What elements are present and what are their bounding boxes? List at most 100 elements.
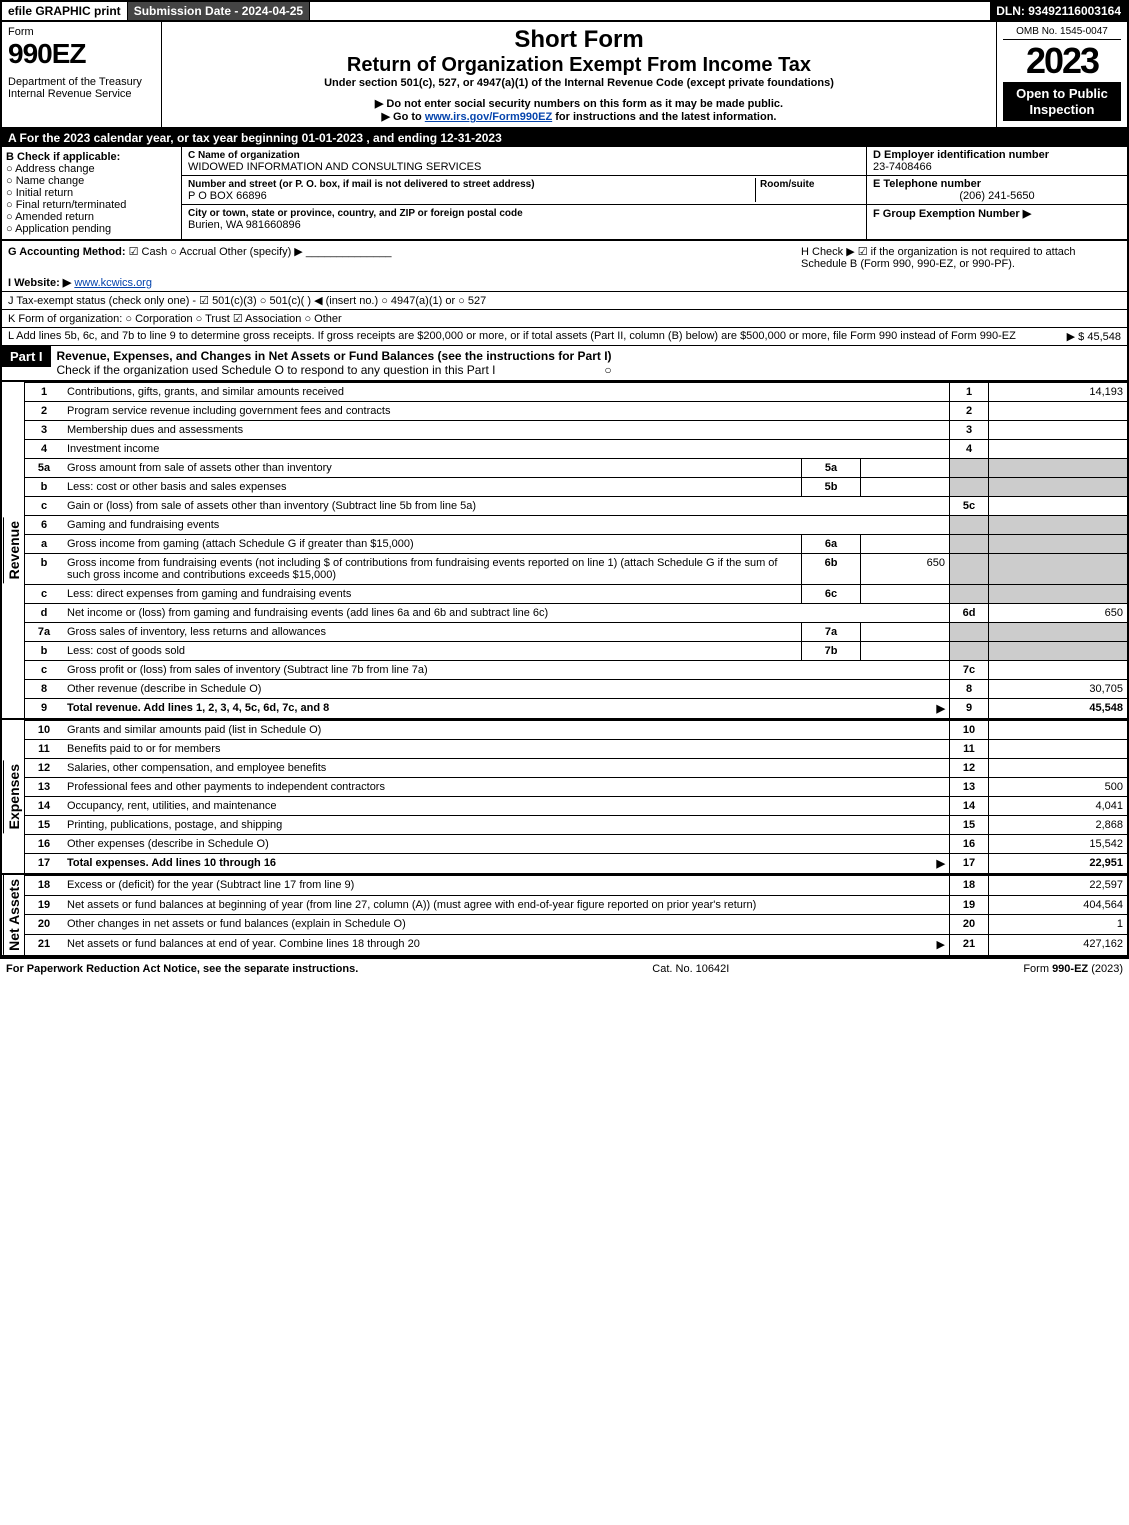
line-number: 13 [25, 778, 64, 797]
line-ref: 20 [950, 915, 989, 935]
line-ref: 11 [950, 740, 989, 759]
department: Department of the Treasury Internal Reve… [8, 76, 155, 100]
sub-value [861, 623, 950, 642]
line-row: 8Other revenue (describe in Schedule O)8… [25, 680, 1129, 699]
box-bcdef: B Check if applicable: Address change Na… [0, 147, 1129, 241]
line-amount [989, 402, 1129, 421]
line-row: 5aGross amount from sale of assets other… [25, 459, 1129, 478]
line-number: 19 [25, 895, 64, 915]
line-number: 3 [25, 421, 64, 440]
line-ref: 19 [950, 895, 989, 915]
sub-value [861, 585, 950, 604]
cb-accrual[interactable]: Accrual [170, 246, 216, 258]
cb-cash[interactable]: Cash [129, 246, 168, 258]
goto-link[interactable]: www.irs.gov/Form990EZ [425, 111, 552, 123]
line-row: 20Other changes in net assets or fund ba… [25, 915, 1129, 935]
part1-check-box[interactable]: ○ [604, 363, 611, 377]
line-amount: 427,162 [989, 935, 1129, 955]
line-number: 1 [25, 383, 64, 402]
header-right: OMB No. 1545-0047 2023 Open to Public In… [997, 22, 1127, 127]
line-row: 7aGross sales of inventory, less returns… [25, 623, 1129, 642]
line-amount: 404,564 [989, 895, 1129, 915]
sub-value: 650 [861, 554, 950, 585]
c-name-label: C Name of organization [188, 150, 300, 161]
line-desc: Gain or (loss) from sale of assets other… [63, 497, 950, 516]
efile-label: efile GRAPHIC print [2, 2, 128, 20]
line-amount: 1 [989, 915, 1129, 935]
cb-address-change[interactable]: Address change [6, 163, 177, 175]
line-row: cLess: direct expenses from gaming and f… [25, 585, 1129, 604]
g-label: G Accounting Method: [8, 246, 126, 258]
cb-amended[interactable]: Amended return [6, 211, 177, 223]
amount-shade [989, 535, 1129, 554]
footer: For Paperwork Reduction Act Notice, see … [0, 957, 1129, 979]
section-k: K Form of organization: ○ Corporation ○ … [0, 310, 1129, 328]
line-ref: 6d [950, 604, 989, 623]
cb-name-change[interactable]: Name change [6, 175, 177, 187]
line-ref-shade [950, 535, 989, 554]
omb-number: OMB No. 1545-0047 [1003, 26, 1121, 40]
line-ref-shade [950, 623, 989, 642]
line-amount [989, 759, 1129, 778]
line-number: c [25, 585, 64, 604]
line-amount: 45,548 [989, 699, 1129, 719]
line-number: 20 [25, 915, 64, 935]
cb-initial-return[interactable]: Initial return [6, 187, 177, 199]
l-amount: ▶ $ 45,548 [1057, 330, 1121, 343]
line-number: c [25, 661, 64, 680]
line-row: 12Salaries, other compensation, and empl… [25, 759, 1129, 778]
website-link[interactable]: www.kcwics.org [74, 277, 152, 289]
accounting-method: G Accounting Method: Cash Accrual Other … [8, 245, 391, 270]
sub-label: 5a [802, 459, 861, 478]
line-ref: 14 [950, 797, 989, 816]
line-amount: 4,041 [989, 797, 1129, 816]
line-desc: Less: cost of goods sold [63, 642, 802, 661]
line-number: 11 [25, 740, 64, 759]
c-city-label: City or town, state or province, country… [188, 208, 523, 219]
line-ref: 21 [950, 935, 989, 955]
ein: 23-7408466 [873, 161, 1121, 173]
revenue-table: 1Contributions, gifts, grants, and simil… [24, 382, 1129, 718]
line-number: 12 [25, 759, 64, 778]
line-row: cGain or (loss) from sale of assets othe… [25, 497, 1129, 516]
line-ref: 1 [950, 383, 989, 402]
line-row: 13Professional fees and other payments t… [25, 778, 1129, 797]
amount-shade [989, 642, 1129, 661]
line-row: 9Total revenue. Add lines 1, 2, 3, 4, 5c… [25, 699, 1129, 719]
line-ref: 13 [950, 778, 989, 797]
line-row: cGross profit or (loss) from sales of in… [25, 661, 1129, 680]
line-ref-shade [950, 585, 989, 604]
line-number: 9 [25, 699, 64, 719]
line-amount [989, 721, 1129, 740]
goto-link-text: ▶ Go to www.irs.gov/Form990EZ for instru… [168, 110, 990, 123]
line-ref: 10 [950, 721, 989, 740]
line-desc: Grants and similar amounts paid (list in… [63, 721, 950, 740]
room-label: Room/suite [760, 179, 814, 190]
line-desc: Gaming and fundraising events [63, 516, 950, 535]
line-row: 2Program service revenue including gover… [25, 402, 1129, 421]
form-number: 990EZ [8, 38, 155, 70]
line-number: 18 [25, 876, 64, 896]
line-ref: 17 [950, 854, 989, 874]
cb-final-return[interactable]: Final return/terminated [6, 199, 177, 211]
org-name: WIDOWED INFORMATION AND CONSULTING SERVI… [188, 161, 481, 173]
sub-label: 6a [802, 535, 861, 554]
form-title: Return of Organization Exempt From Incom… [168, 54, 990, 77]
line-row: bLess: cost or other basis and sales exp… [25, 478, 1129, 497]
line-amount: 500 [989, 778, 1129, 797]
line-amount: 2,868 [989, 816, 1129, 835]
line-row: 4Investment income4 [25, 440, 1129, 459]
line-row: 6Gaming and fundraising events [25, 516, 1129, 535]
line-amount: 30,705 [989, 680, 1129, 699]
line-number: 7a [25, 623, 64, 642]
line-desc: Net assets or fund balances at end of ye… [63, 935, 950, 955]
line-row: aGross income from gaming (attach Schedu… [25, 535, 1129, 554]
section-h: H Check ▶ ☑ if the organization is not r… [801, 245, 1121, 270]
f-label: F Group Exemption Number ▶ [873, 208, 1031, 220]
line-number: b [25, 642, 64, 661]
line-number: b [25, 554, 64, 585]
cb-pending[interactable]: Application pending [6, 223, 177, 235]
b-title: B Check if applicable: [6, 151, 177, 163]
line-amount: 15,542 [989, 835, 1129, 854]
section-gh: G Accounting Method: Cash Accrual Other … [0, 241, 1129, 274]
